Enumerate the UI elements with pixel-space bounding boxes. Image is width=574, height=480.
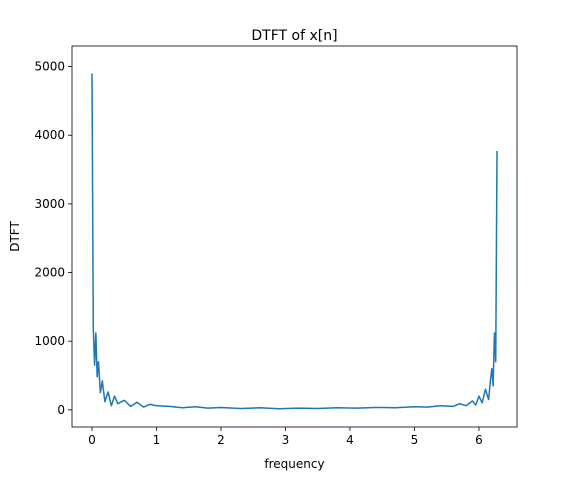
y-axis-label: DTFT [8, 221, 22, 252]
x-tick-label: 3 [282, 433, 290, 447]
x-tick-label: 5 [411, 433, 419, 447]
chart-title: DTFT of x[n] [251, 28, 337, 44]
y-tick-label: 5000 [34, 60, 65, 74]
x-tick-label: 6 [475, 433, 483, 447]
x-tick-label: 0 [88, 433, 96, 447]
y-tick-label: 0 [57, 403, 65, 417]
y-tick-label: 3000 [34, 197, 65, 211]
plot-frame [71, 45, 518, 428]
y-tick-label: 2000 [34, 266, 65, 280]
x-tick-label: 4 [346, 433, 354, 447]
x-tick-label: 1 [153, 433, 161, 447]
x-axis-label: frequency [264, 457, 324, 471]
y-tick-label: 1000 [34, 334, 65, 348]
x-tick-label: 2 [217, 433, 225, 447]
y-tick-label: 4000 [34, 128, 65, 142]
data-line [91, 73, 498, 410]
